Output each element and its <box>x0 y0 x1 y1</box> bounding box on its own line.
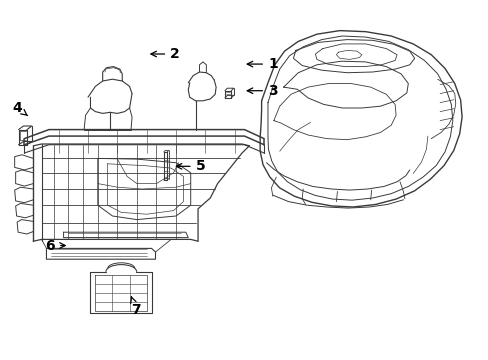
Text: 2: 2 <box>151 47 180 61</box>
Text: 7: 7 <box>130 297 141 316</box>
Text: 4: 4 <box>13 101 27 116</box>
Text: 6: 6 <box>45 239 65 252</box>
Text: 3: 3 <box>247 84 277 98</box>
Text: 5: 5 <box>176 159 205 173</box>
Text: 1: 1 <box>247 57 277 71</box>
